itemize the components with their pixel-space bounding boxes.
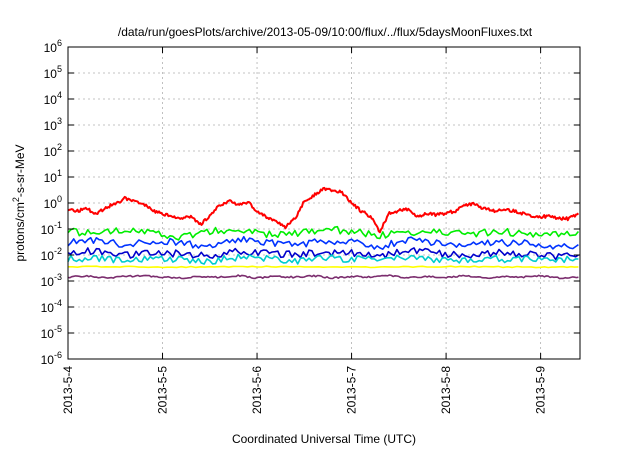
- y-tick-label-exponent: 4: [57, 90, 62, 100]
- y-tick-label-base: 10: [41, 249, 55, 263]
- y-tick-label-base: 10: [41, 275, 55, 289]
- y-tick-label-base: 10: [44, 145, 58, 159]
- y-tick-label: 101: [44, 168, 62, 185]
- y-tick-label: 103: [44, 116, 62, 133]
- y-tick-label: 10-1: [41, 220, 62, 237]
- chart-title: /data/run/goesPlots/archive/2013-05-09/1…: [118, 25, 533, 39]
- y-tick-label: 100: [44, 194, 62, 211]
- y-tick-label-base: 10: [44, 41, 58, 55]
- y-tick-label: 10-2: [41, 246, 62, 263]
- y-tick-label-exponent: -3: [54, 272, 62, 282]
- x-tick-label: 2013-5-5: [156, 366, 170, 414]
- y-tick-label-exponent: 1: [57, 168, 62, 178]
- y-tick-label: 104: [44, 90, 62, 107]
- y-tick-label-exponent: 5: [57, 64, 62, 74]
- y-tick-label-exponent: -1: [54, 220, 62, 230]
- y-tick-label: 102: [44, 142, 62, 159]
- y-tick-label-base: 10: [44, 93, 58, 107]
- y-tick-label: 105: [44, 64, 62, 81]
- x-tick-label: 2013-5-4: [61, 366, 75, 414]
- y-axis-label: protons/cm2-s-sr-MeV: [11, 144, 27, 261]
- y-axis-label-prefix: protons/cm: [13, 202, 27, 261]
- y-tick-labels: 10610510410310210110010-110-210-310-410-…: [41, 38, 62, 367]
- y-tick-label-exponent: -4: [54, 298, 62, 308]
- y-tick-label-base: 10: [44, 171, 58, 185]
- y-tick-label-exponent: -2: [54, 246, 62, 256]
- series-line: [67, 225, 580, 241]
- series-layer: [67, 186, 580, 280]
- y-tick-label-base: 10: [44, 67, 58, 81]
- x-tick-label: 2013-5-7: [345, 366, 359, 414]
- y-tick-label-exponent: 6: [57, 38, 62, 48]
- y-tick-label-exponent: 2: [57, 142, 62, 152]
- y-tick-label-base: 10: [41, 353, 55, 367]
- y-axis-label-superscript: 2: [11, 197, 21, 202]
- x-tick-label: 2013-5-8: [439, 366, 453, 414]
- x-tick-label: 2013-5-6: [250, 366, 264, 414]
- y-axis-label-suffix: -s-sr-MeV: [13, 144, 27, 197]
- series-line: [67, 247, 579, 261]
- y-tick-label-base: 10: [44, 119, 58, 133]
- y-tick-label-base: 10: [44, 197, 58, 211]
- series-line: [67, 274, 579, 280]
- y-tick-label: 10-5: [41, 324, 62, 341]
- y-tick-label-exponent: 3: [57, 116, 62, 126]
- x-tick-label: 2013-5-9: [534, 366, 548, 414]
- series-line: [67, 186, 580, 234]
- y-tick-label: 10-4: [41, 298, 62, 315]
- series-line: [67, 253, 579, 265]
- x-axis-label: Coordinated Universal Time (UTC): [232, 432, 416, 446]
- y-tick-label: 10-6: [41, 350, 62, 367]
- y-tick-label-base: 10: [41, 327, 55, 341]
- y-tick-label-exponent: 0: [57, 194, 62, 204]
- y-tick-label: 10-3: [41, 272, 62, 289]
- axis-ticks: [67, 46, 580, 360]
- y-tick-label-exponent: -5: [54, 324, 62, 334]
- y-tick-label: 106: [44, 38, 62, 55]
- grid-lines: [68, 47, 580, 359]
- series-line: [68, 265, 579, 269]
- x-tick-labels: 2013-5-4 2013-5-5 2013-5-6 2013-5-7 2013-5-8…: [61, 366, 548, 414]
- y-tick-label-base: 10: [41, 223, 55, 237]
- y-tick-label-exponent: -6: [54, 350, 62, 360]
- series-line: [67, 235, 579, 250]
- y-tick-label-base: 10: [41, 301, 55, 315]
